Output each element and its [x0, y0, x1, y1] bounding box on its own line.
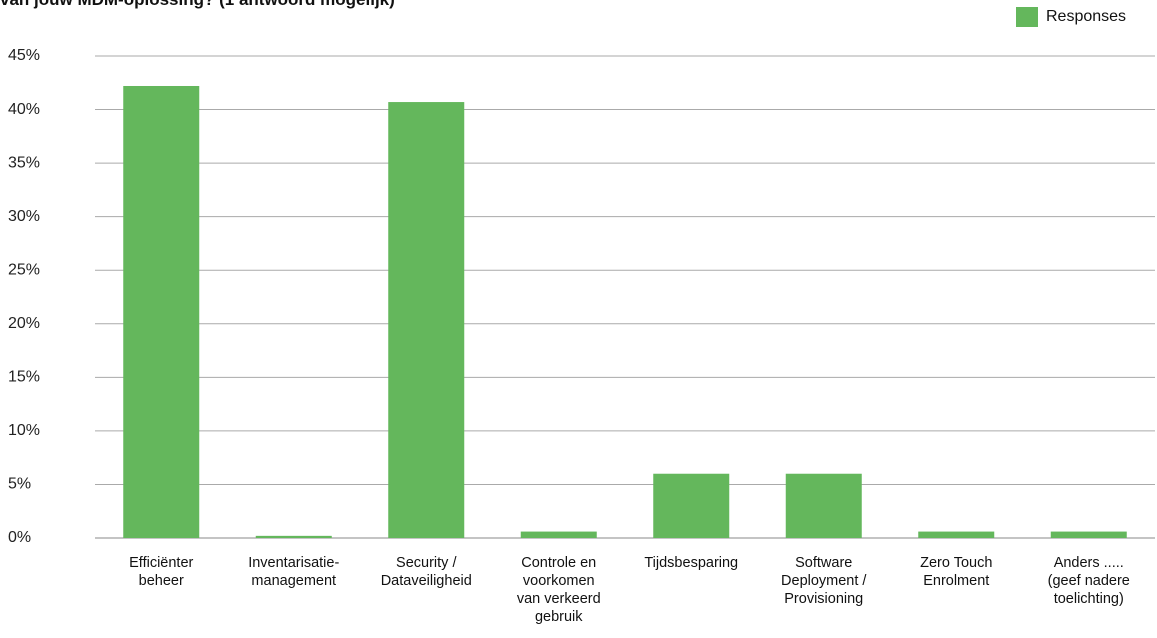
bar — [918, 531, 995, 538]
bar — [520, 531, 597, 538]
y-tick-label: 15% — [8, 369, 40, 386]
x-tick-label: Efficiënter beheer — [129, 555, 194, 589]
y-tick-label: 20% — [8, 315, 40, 332]
y-tick-label: 10% — [8, 422, 40, 439]
bar — [388, 102, 465, 539]
x-tick-label: Security / Dataveiligheid — [380, 555, 472, 589]
bar — [1050, 531, 1127, 538]
bar — [123, 85, 200, 538]
y-tick-label: 45% — [8, 47, 40, 64]
y-tick-label: 40% — [8, 101, 40, 118]
bar — [653, 473, 730, 538]
legend-swatch — [1016, 7, 1038, 27]
y-tick-label: 30% — [8, 208, 40, 225]
y-tick-label: 0% — [8, 529, 31, 546]
legend-label: Responses — [1046, 8, 1127, 25]
x-tick-label: Software Deployment / Provisioning — [781, 555, 867, 607]
y-tick-label: 35% — [8, 154, 40, 171]
x-tick-label: Zero Touch Enrolment — [920, 555, 993, 589]
y-tick-label: 25% — [8, 261, 40, 278]
x-tick-label: Inventarisatie- management — [248, 555, 340, 589]
x-tick-label: Anders ..... (geef nadere toelichting) — [1047, 555, 1130, 607]
chart-title: van jouw MDM-oplossing? (1 antwoord moge… — [0, 0, 395, 10]
x-tick-label: Tijdsbesparing — [644, 555, 739, 571]
x-tick-label: Controle en voorkomen van verkeerd gebru… — [516, 555, 601, 625]
bar — [255, 535, 332, 538]
y-tick-label: 5% — [8, 476, 31, 493]
bar — [785, 473, 862, 538]
